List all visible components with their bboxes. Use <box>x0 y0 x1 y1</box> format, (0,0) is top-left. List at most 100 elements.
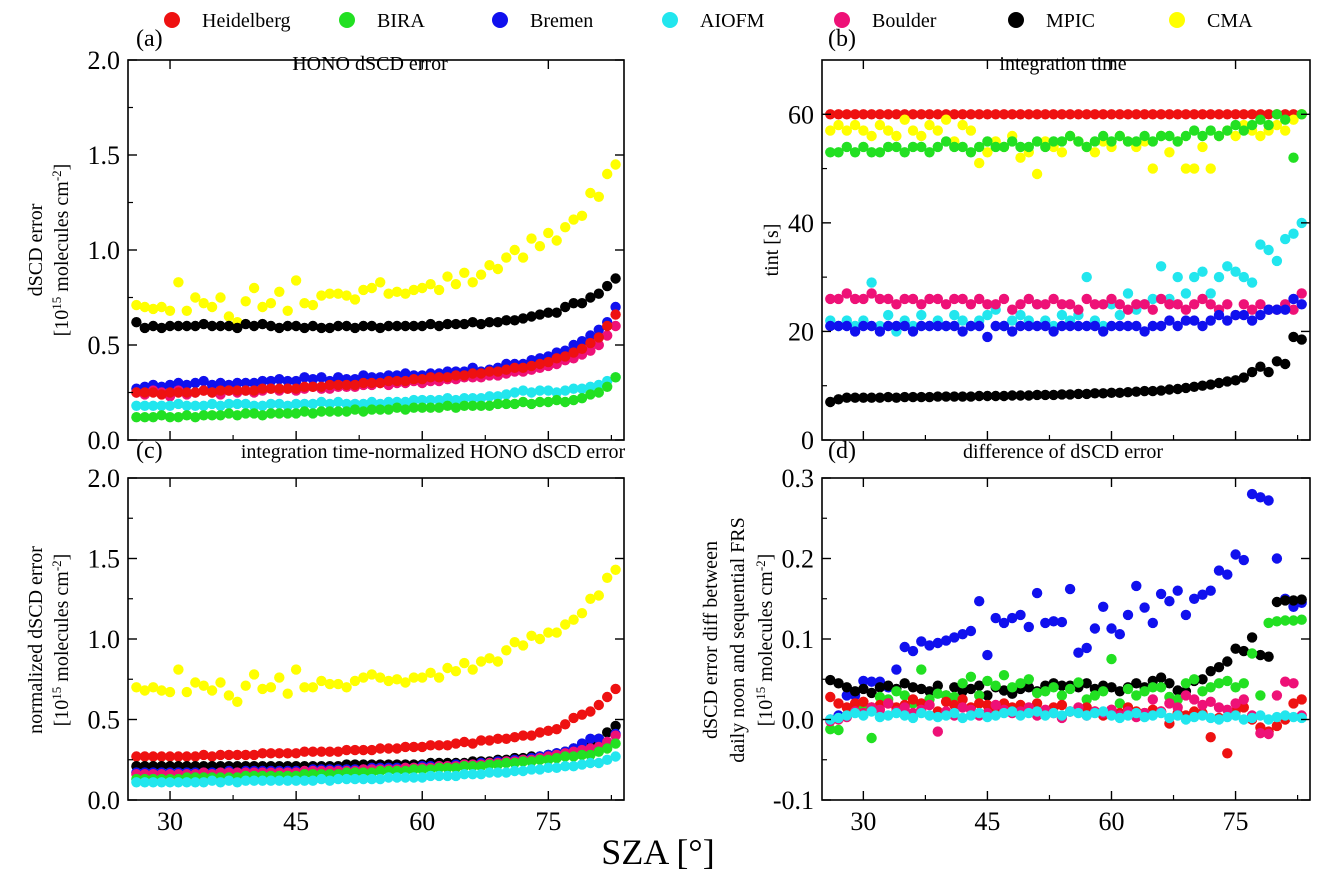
point-mpic <box>1172 383 1183 395</box>
point-bremen <box>1263 304 1274 315</box>
point-bira <box>833 147 844 158</box>
point-heidelberg <box>1164 109 1175 120</box>
point-aiofm <box>484 767 495 778</box>
point-cma <box>1197 141 1208 153</box>
point-cma <box>324 678 335 690</box>
point-aiofm <box>265 775 277 786</box>
point-aiofm <box>1280 710 1291 721</box>
point-bremen <box>1205 585 1216 596</box>
point-bremen <box>866 676 877 687</box>
point-aiofm <box>602 754 613 765</box>
point-mpic <box>1246 632 1258 643</box>
point-bira <box>492 398 504 410</box>
point-mpic <box>1180 382 1192 394</box>
point-heidelberg <box>1205 732 1216 743</box>
point-heidelberg <box>982 109 993 120</box>
point-cma <box>274 286 285 297</box>
point-mpic <box>1056 389 1068 400</box>
point-aiofm <box>1263 244 1274 256</box>
point-mpic <box>899 391 910 403</box>
point-cma <box>501 252 512 263</box>
point-mpic <box>316 322 327 334</box>
point-bira <box>156 410 167 421</box>
point-aiofm <box>442 393 453 404</box>
legend-marker-bira <box>339 12 355 28</box>
point-heidelberg <box>358 377 369 389</box>
point-bremen <box>333 372 344 383</box>
point-cma <box>181 305 192 316</box>
point-aiofm <box>358 773 369 785</box>
point-heidelberg <box>341 379 352 391</box>
point-bira <box>475 400 487 411</box>
point-bira <box>223 408 235 419</box>
point-bremen <box>1064 320 1076 332</box>
point-bira <box>568 751 579 762</box>
point-bira <box>1180 130 1192 142</box>
point-heidelberg <box>998 109 1010 120</box>
point-aiofm <box>883 710 894 721</box>
point-aiofm <box>433 394 445 406</box>
point-aiofm <box>841 710 852 721</box>
point-mpic <box>1089 388 1101 399</box>
point-aiofm <box>1180 288 1192 299</box>
point-bremen <box>1238 554 1250 566</box>
point-aiofm <box>1189 711 1200 723</box>
point-heidelberg <box>324 379 335 391</box>
point-mpic <box>148 320 159 332</box>
point-aiofm <box>307 775 319 786</box>
point-aiofm <box>156 400 167 411</box>
series-heidelberg <box>131 683 621 762</box>
x-tick-label: 45 <box>283 807 309 836</box>
point-aiofm <box>240 775 251 786</box>
point-mpic <box>957 686 968 697</box>
point-cma <box>891 130 902 142</box>
point-boulder <box>1205 696 1216 707</box>
point-aiofm <box>1122 710 1134 721</box>
point-heidelberg <box>206 751 218 762</box>
legend: Heidelberg BIRA Bremen AIOFM Boulder MPIC CMA <box>164 10 1253 32</box>
point-bira <box>198 410 209 421</box>
point-heidelberg <box>156 751 167 762</box>
point-aiofm <box>467 393 478 404</box>
point-cma <box>543 227 554 239</box>
plot-area <box>825 109 1307 408</box>
point-cma <box>467 277 478 288</box>
point-bira <box>593 387 604 398</box>
point-bira <box>1056 136 1068 147</box>
point-boulder <box>1081 293 1092 305</box>
point-cma <box>602 168 613 180</box>
point-cma <box>299 682 310 693</box>
point-heidelberg <box>492 733 504 744</box>
point-aiofm <box>1147 293 1159 305</box>
point-aiofm <box>459 769 470 780</box>
point-mpic <box>257 318 268 330</box>
point-boulder <box>1230 698 1241 709</box>
point-boulder <box>990 299 1001 310</box>
point-mpic <box>1155 672 1167 683</box>
point-bira <box>907 141 919 153</box>
point-aiofm <box>223 775 235 786</box>
point-mpic <box>874 682 886 693</box>
point-mpic <box>1056 680 1068 691</box>
panel-letter: (d) <box>828 438 856 464</box>
y-axis-label-line-3: [1015 molecules cm-2] <box>753 554 778 727</box>
point-mpic <box>349 322 361 334</box>
point-aiofm <box>526 764 537 775</box>
point-bremen <box>924 320 935 332</box>
point-heidelberg <box>417 374 428 385</box>
point-mpic <box>467 317 478 328</box>
point-heidelberg <box>517 730 529 741</box>
point-bremen <box>358 370 369 381</box>
point-heidelberg <box>1180 109 1192 120</box>
point-bira <box>849 147 861 158</box>
point-mpic <box>560 301 571 313</box>
point-cma <box>240 680 251 691</box>
series-bremen <box>825 293 1307 343</box>
point-bremen <box>265 375 277 387</box>
point-aiofm <box>257 775 268 786</box>
point-bira <box>1139 686 1150 697</box>
point-heidelberg <box>215 385 226 396</box>
point-heidelberg <box>190 751 201 762</box>
point-aiofm <box>593 757 604 769</box>
legend-label-mpic: MPIC <box>1046 10 1095 32</box>
